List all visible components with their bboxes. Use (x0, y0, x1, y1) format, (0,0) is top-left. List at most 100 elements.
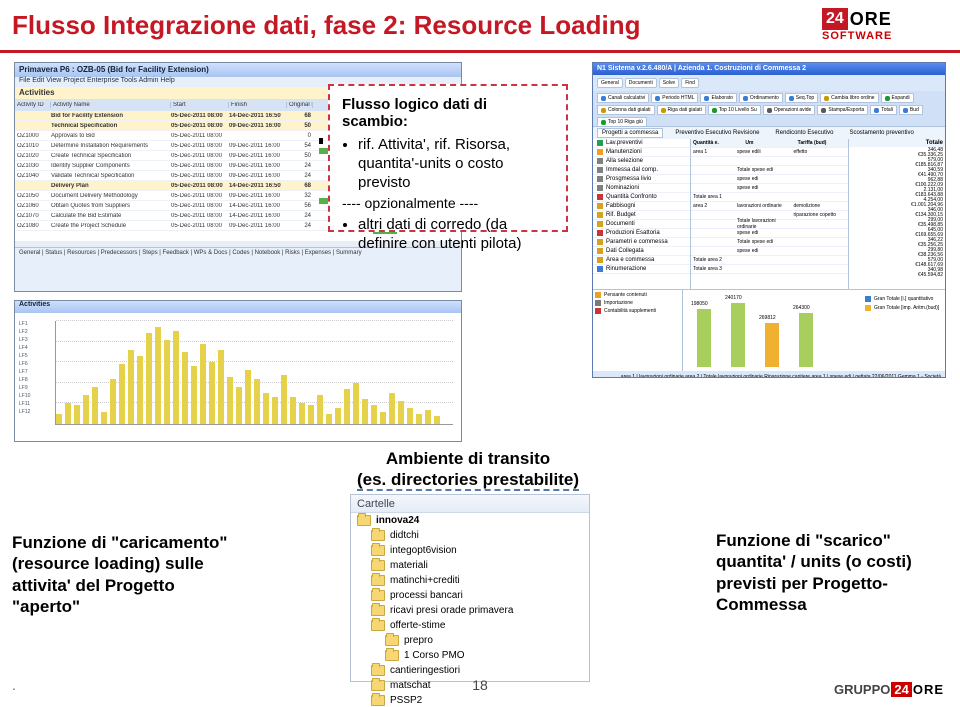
ribbon-chip[interactable]: Top 10 Livello Su (708, 105, 761, 115)
footer-logo-ore: ORE (913, 682, 944, 697)
ribbon-chip[interactable]: Ordinamento (739, 93, 783, 103)
erp-statusbar: area 1 | lavorazioni ordinarie area 2 | … (593, 371, 945, 378)
page-title: Flusso Integrazione dati, fase 2: Resour… (12, 10, 640, 41)
folder-item[interactable]: ricavi presi orade primavera (351, 603, 589, 618)
logo-badge: 24 (822, 8, 848, 30)
folder-item[interactable]: matschat (351, 678, 589, 693)
title-rule (0, 50, 960, 53)
tree-node[interactable]: Rinumerazione (593, 265, 690, 274)
table-row: Totale spese edi (691, 166, 848, 175)
folder-item[interactable]: processi bancari (351, 588, 589, 603)
ribbon-chip[interactable]: Operazioni avide (763, 105, 816, 115)
ribbon-chip[interactable]: Periodo HTML (651, 93, 698, 103)
page-number: 18 (472, 677, 488, 693)
folder-item[interactable]: didtchi (351, 528, 589, 543)
histogram-plot (55, 321, 453, 425)
section-tab[interactable]: Progetti a commessa (597, 128, 663, 138)
folder-icon (371, 545, 385, 556)
section-tab[interactable]: Preventivo Esecutivo Revisione (671, 129, 763, 137)
erp-totals: Totale346,48€35.336,25579,00€185.816,873… (849, 139, 945, 289)
tree-node[interactable]: Quantità Confronto (593, 193, 690, 202)
tree-node[interactable]: Immessa dal comp. (593, 166, 690, 175)
tree-node[interactable]: Area e commessa (593, 256, 690, 265)
brand-logo: 24 ORE SOFTWARE (822, 8, 942, 50)
folder-item[interactable]: integopt6vision (351, 543, 589, 558)
folder-item[interactable]: cantieringestiori (351, 663, 589, 678)
histogram-list: LF1LF2LF3LF4LF5LF6LF7LF8LF9LF10LF11LF12 (19, 321, 49, 417)
tree-node[interactable]: Manutenzioni (593, 148, 690, 157)
folder-root[interactable]: innova24 (351, 513, 589, 528)
table-row: Totale area 3 (691, 265, 848, 274)
callout-item: altri dati di corredo (da definire con u… (358, 216, 554, 254)
ribbon-chip[interactable]: Top 10 Riga giù (597, 117, 647, 127)
folder-item[interactable]: prepro (351, 633, 589, 648)
tree-node[interactable]: Alla selezione (593, 157, 690, 166)
tree-node[interactable]: Dati Collegata (593, 247, 690, 256)
table-row: Totale area 2 (691, 256, 848, 265)
table-row: spese edi (691, 175, 848, 184)
ribbon-chip[interactable]: Cambia libro ordine (820, 93, 878, 103)
callout-item: rif. Attivita', rif. Risorsa, quantita'-… (358, 136, 554, 192)
callout-heading: Flusso logico dati di scambio: (342, 96, 554, 130)
tree-node[interactable]: Documenti (593, 220, 690, 229)
gantt-bottom-tabs[interactable]: General | Status | Resources | Predecess… (15, 247, 461, 291)
folder-item[interactable]: 1 Corso PMO (351, 648, 589, 663)
ribbon-chip[interactable]: Colonna dati gialati (597, 105, 655, 115)
toolbar-button[interactable]: General (597, 78, 623, 88)
folder-item[interactable]: matinchi+crediti (351, 573, 589, 588)
tree-node[interactable]: Rif. Budget (593, 211, 690, 220)
footer-logo: GRUPPO24ORE (834, 682, 944, 697)
ribbon-chip[interactable]: Stampa/Esporta (817, 105, 868, 115)
ribbon-chip[interactable]: Bud (899, 105, 923, 115)
table-row: spese edi (691, 247, 848, 256)
folder-icon (371, 605, 385, 616)
toolbar-button[interactable]: Find (681, 78, 699, 88)
erp-section-tabs[interactable]: Progetti a commessa Preventivo Esecutivo … (593, 127, 945, 139)
mid-caption-line1: Ambiente di transito (386, 449, 550, 468)
section-tab[interactable]: Rendiconto Esecutivo (771, 129, 837, 137)
tree-node[interactable]: Parametri e commessa (593, 238, 690, 247)
tree-node[interactable]: Nominazioni (593, 184, 690, 193)
table-row: spese edi (691, 184, 848, 193)
table-row: Totale area 1 (691, 193, 848, 202)
folder-icon (371, 590, 385, 601)
callout-box: Flusso logico dati di scambio: rif. Atti… (328, 84, 568, 232)
toolbar-button[interactable]: Documenti (625, 78, 657, 88)
col-activity-id: Activity ID (15, 102, 51, 108)
tree-node[interactable]: Prosgmessa livio (593, 175, 690, 184)
folder-root-label: innova24 (376, 515, 419, 526)
folder-item[interactable]: offerte-stime (351, 618, 589, 633)
right-caption: Funzione di "scarico" quantita' / units … (716, 530, 944, 615)
ribbon-chip[interactable]: Seq.Top (785, 93, 818, 103)
folder-item[interactable]: PSSP2 (351, 693, 589, 707)
toolbar-button[interactable]: Solve (659, 78, 680, 88)
tree-node[interactable]: Lav.preventivi (593, 139, 690, 148)
erp-toolbar[interactable]: GeneralDocumentiSolveFind (593, 75, 945, 91)
col-start: Start (171, 102, 229, 108)
logo-ore: ORE (850, 9, 892, 30)
folder-icon (371, 680, 385, 691)
tree-node[interactable]: Fabbisogni (593, 202, 690, 211)
folder-icon (385, 635, 399, 646)
erp-tree[interactable]: Lav.preventiviManutenzioniAlla selezione… (593, 139, 691, 289)
section-tab[interactable]: Scostamento preventivo (845, 129, 917, 137)
col-finish: Finish (229, 102, 287, 108)
table-row: Totale spese edi (691, 238, 848, 247)
table-row: Totale lavorazioni ordinarie (691, 220, 848, 229)
folder-item[interactable]: materiali (351, 558, 589, 573)
erp-chart-legend-left: Pensante contenutiImportazioneContabilit… (593, 290, 683, 371)
primavera-titlebar: Primavera P6 : OZB-05 (Bid for Facility … (15, 63, 461, 77)
ribbon-chip[interactable]: Espandi (881, 93, 914, 103)
folder-icon (371, 530, 385, 541)
mid-caption: Ambiente di transito (es. directories pr… (318, 448, 618, 491)
tree-node[interactable]: Produzioni Esattoria (593, 229, 690, 238)
erp-panes: Lav.preventiviManutenzioniAlla selezione… (593, 139, 945, 289)
erp-ribbon[interactable]: Canali calculativiPeriodo HTMLElaboratoO… (593, 91, 945, 127)
callout-item: ---- opzionalmente ---- (342, 195, 554, 213)
ribbon-chip[interactable]: Riga dati gialati (657, 105, 706, 115)
ribbon-chip[interactable]: Canali calculativi (597, 93, 649, 103)
folder-icon (357, 515, 371, 526)
ribbon-chip[interactable]: Totali (870, 105, 897, 115)
footer-logo-gruppo: GRUPPO (834, 682, 890, 697)
ribbon-chip[interactable]: Elaborato (700, 93, 736, 103)
